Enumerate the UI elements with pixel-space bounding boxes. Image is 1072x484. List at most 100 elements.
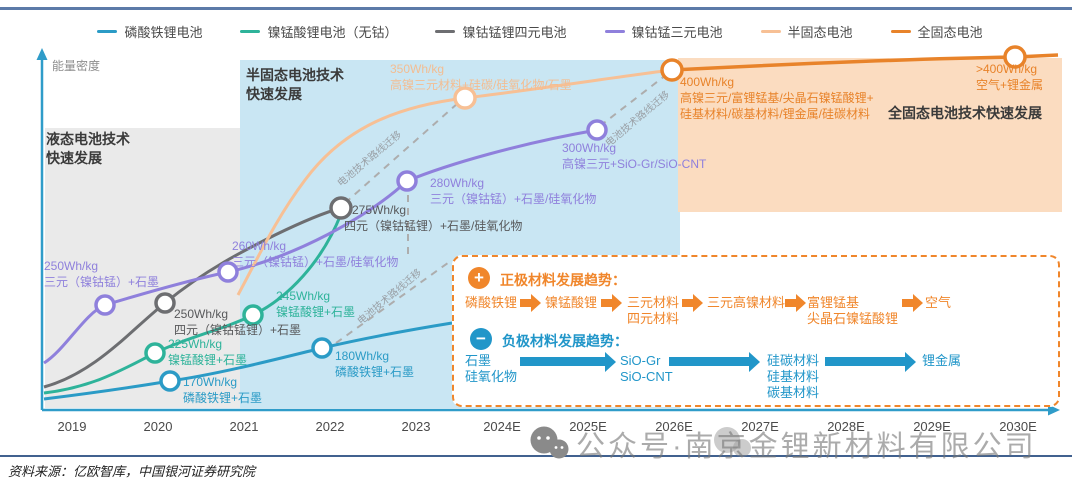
data-label-ncm-260: 260Wh/kg 三元（镍钴锰）+石墨/硅氧化物: [232, 239, 399, 269]
legend-item-lfp: 磷酸铁锂电池: [97, 22, 202, 41]
legend-label: 镍锰酸锂电池（无钴）: [267, 25, 398, 40]
arrow-right-icon: [682, 294, 703, 312]
wechat-icon: [714, 427, 751, 457]
minus-icon: [470, 328, 492, 350]
point-lfp-180: [311, 337, 333, 359]
data-label-quad-250: 250Wh/kg 四元（镍钴锰锂）+石墨: [174, 307, 302, 337]
point-ncm-300: [586, 119, 608, 141]
legend-item-quaternary: 镍钴锰锂四元电池: [435, 22, 567, 41]
curve-quaternary: [43, 206, 342, 389]
point-allsolid-400: [660, 58, 684, 82]
data-point-markers: [94, 45, 1027, 392]
curve-semisolid: [236, 68, 673, 296]
legend-label: 全固态电池: [917, 25, 983, 40]
arrow-right-icon: [520, 351, 616, 372]
x-tick-2027e: 2027E: [741, 419, 779, 434]
lnmo-line-swatch: [240, 30, 261, 33]
bottom-divider: [0, 455, 1072, 457]
point-ncm-260: [217, 261, 239, 283]
lfp-line-swatch: [97, 30, 118, 33]
arrow-right-icon: [520, 294, 541, 312]
anode-step-sio: SiO-Gr SiO-CNT: [620, 353, 673, 384]
arrow-right-icon: [601, 294, 622, 312]
y-axis-label: 能量密度: [52, 59, 101, 73]
point-lfp-170: [159, 370, 181, 392]
x-tick-2020: 2020: [143, 419, 173, 434]
x-tick-2030e: 2030E: [999, 419, 1037, 434]
cathode-step-lnmo: 镍锰酸锂: [545, 295, 598, 310]
legend: 磷酸铁锂电池 镍锰酸锂电池（无钴） 镍钴锰锂四元电池 镍钴锰三元电池 半固态电池…: [60, 22, 1020, 41]
data-label-lnmo-245: 245Wh/kg 镍锰酸锂+石墨: [276, 289, 356, 319]
x-tick-2026e: 2026E: [655, 419, 693, 434]
source-note: 资料来源：亿欧智库，中国银河证券研究院: [8, 464, 256, 479]
legend-label: 半固态电池: [787, 25, 853, 40]
migration-line-ncm-to-solid: [599, 74, 667, 127]
anode-step-li-metal: 锂金属: [922, 353, 962, 368]
allsolid-line-swatch: [890, 30, 911, 33]
anode-trend-title: 负极材料发展趋势：: [502, 333, 628, 349]
x-tick-2023: 2023: [401, 419, 431, 434]
plus-icon: [468, 267, 490, 289]
x-tick-2029e: 2029E: [913, 419, 951, 434]
point-ncm-280: [396, 170, 418, 192]
watermark-text: 公众号·南京金锂新材料有限公司: [576, 431, 1037, 463]
data-label-ncm-280: 280Wh/kg 三元（镍钴锰）+石墨/硅氧化物: [430, 176, 597, 206]
arrow-right-icon: [669, 351, 760, 372]
semisolid-line-swatch: [760, 30, 781, 33]
ncm-line-swatch: [604, 30, 625, 33]
arrow-right-icon: [825, 351, 916, 372]
quaternary-line-swatch: [435, 30, 456, 33]
x-tick-2019: 2019: [57, 419, 87, 434]
legend-item-ncm: 镍钴锰三元电池: [604, 22, 723, 41]
watermark: 公众号·南京金锂新材料有限公司: [528, 423, 1037, 465]
top-divider: [0, 7, 1072, 10]
legend-item-semisolid: 半固态电池: [760, 22, 853, 41]
anode-step-graphite: 石墨 硅氧化物: [465, 353, 518, 384]
data-label-ncm-300: 300Wh/kg 高镍三元+SiO-Gr/SiO-CNT: [562, 141, 707, 171]
material-trend-box: 正极材料发展趋势： 磷酸铁锂 镍锰酸锂 三元材料 四元材料 三元高镍材料 富锂锰…: [452, 255, 1060, 407]
curve-lfp: [43, 321, 453, 401]
x-tick-2028e: 2028E: [827, 419, 865, 434]
legend-label: 镍钴锰三元电池: [631, 25, 723, 40]
wechat-icon: [530, 426, 569, 459]
x-tick-2022: 2022: [315, 419, 345, 434]
anode-step-silicon-carbon: 硅碳材料 硅基材料 碳基材料: [767, 353, 820, 400]
cathode-step-lfp: 磷酸铁锂: [465, 295, 518, 310]
point-allsolid-400plus: [1003, 45, 1027, 69]
cathode-step-high-nickel: 三元高镍材料: [707, 295, 786, 310]
data-label-semisolid-350: 350Wh/kg 高镍三元材料+硅碳/硅氧化物/石墨: [390, 62, 572, 92]
point-semisolid-350: [453, 86, 477, 110]
data-label-quad-275: 275Wh/kg 四元（镍钴锰锂）+石墨/硅氧化物: [344, 203, 523, 233]
data-label-lfp-170: 170Wh/kg 磷酸铁锂+石墨: [183, 375, 263, 405]
data-label-allsolid-400plus: >400Wh/kg 空气+锂金属: [976, 62, 1044, 92]
cathode-step-air: 空气: [925, 295, 952, 310]
region-title-allsolid: 全固态电池技术快速发展: [888, 105, 1042, 121]
data-label-lfp-180: 180Wh/kg 磷酸铁锂+石墨: [335, 349, 415, 379]
data-label-ncm-250: 250Wh/kg 三元（镍钴锰）+石墨: [44, 259, 160, 289]
point-lnmo-225: [144, 342, 166, 364]
point-quad-250: [154, 292, 176, 314]
data-label-lnmo-225: 225Wh/kg 镍锰酸锂+石墨: [168, 337, 248, 367]
point-quad-275: [329, 196, 353, 220]
arrow-right-icon: [902, 294, 923, 312]
legend-item-allsolid: 全固态电池: [890, 22, 983, 41]
point-ncm-250: [94, 294, 116, 316]
curve-lnmo: [43, 213, 343, 395]
x-tick-2021: 2021: [229, 419, 259, 434]
arrow-right-icon: [785, 294, 806, 312]
region-title-liquid: 液态电池技术 快速发展: [46, 131, 130, 166]
migration-line-liquid-to-semi: [335, 259, 453, 344]
legend-label: 镍钴锰锂四元电池: [462, 25, 567, 40]
axes: [36, 48, 1060, 416]
migration-dashed-lines: [335, 74, 667, 344]
legend-item-lnmo: 镍锰酸锂电池（无钴）: [240, 22, 397, 41]
curve-allsolid: [671, 53, 1059, 72]
region-allsolid-battery: [678, 58, 1062, 212]
cathode-step-li-rich: 富锂锰基 尖晶石镍锰酸锂: [807, 295, 899, 326]
data-label-allsolid-400: 400Wh/kg 高镍三元/富锂锰基/尖晶石镍锰酸锂+ 硅基材料/碳基材料/锂金属/…: [680, 75, 874, 121]
cathode-step-ternary: 三元材料 四元材料: [627, 295, 680, 326]
region-title-semisolid: 半固态电池技术 快速发展: [246, 67, 344, 102]
legend-label: 磷酸铁锂电池: [124, 25, 203, 40]
